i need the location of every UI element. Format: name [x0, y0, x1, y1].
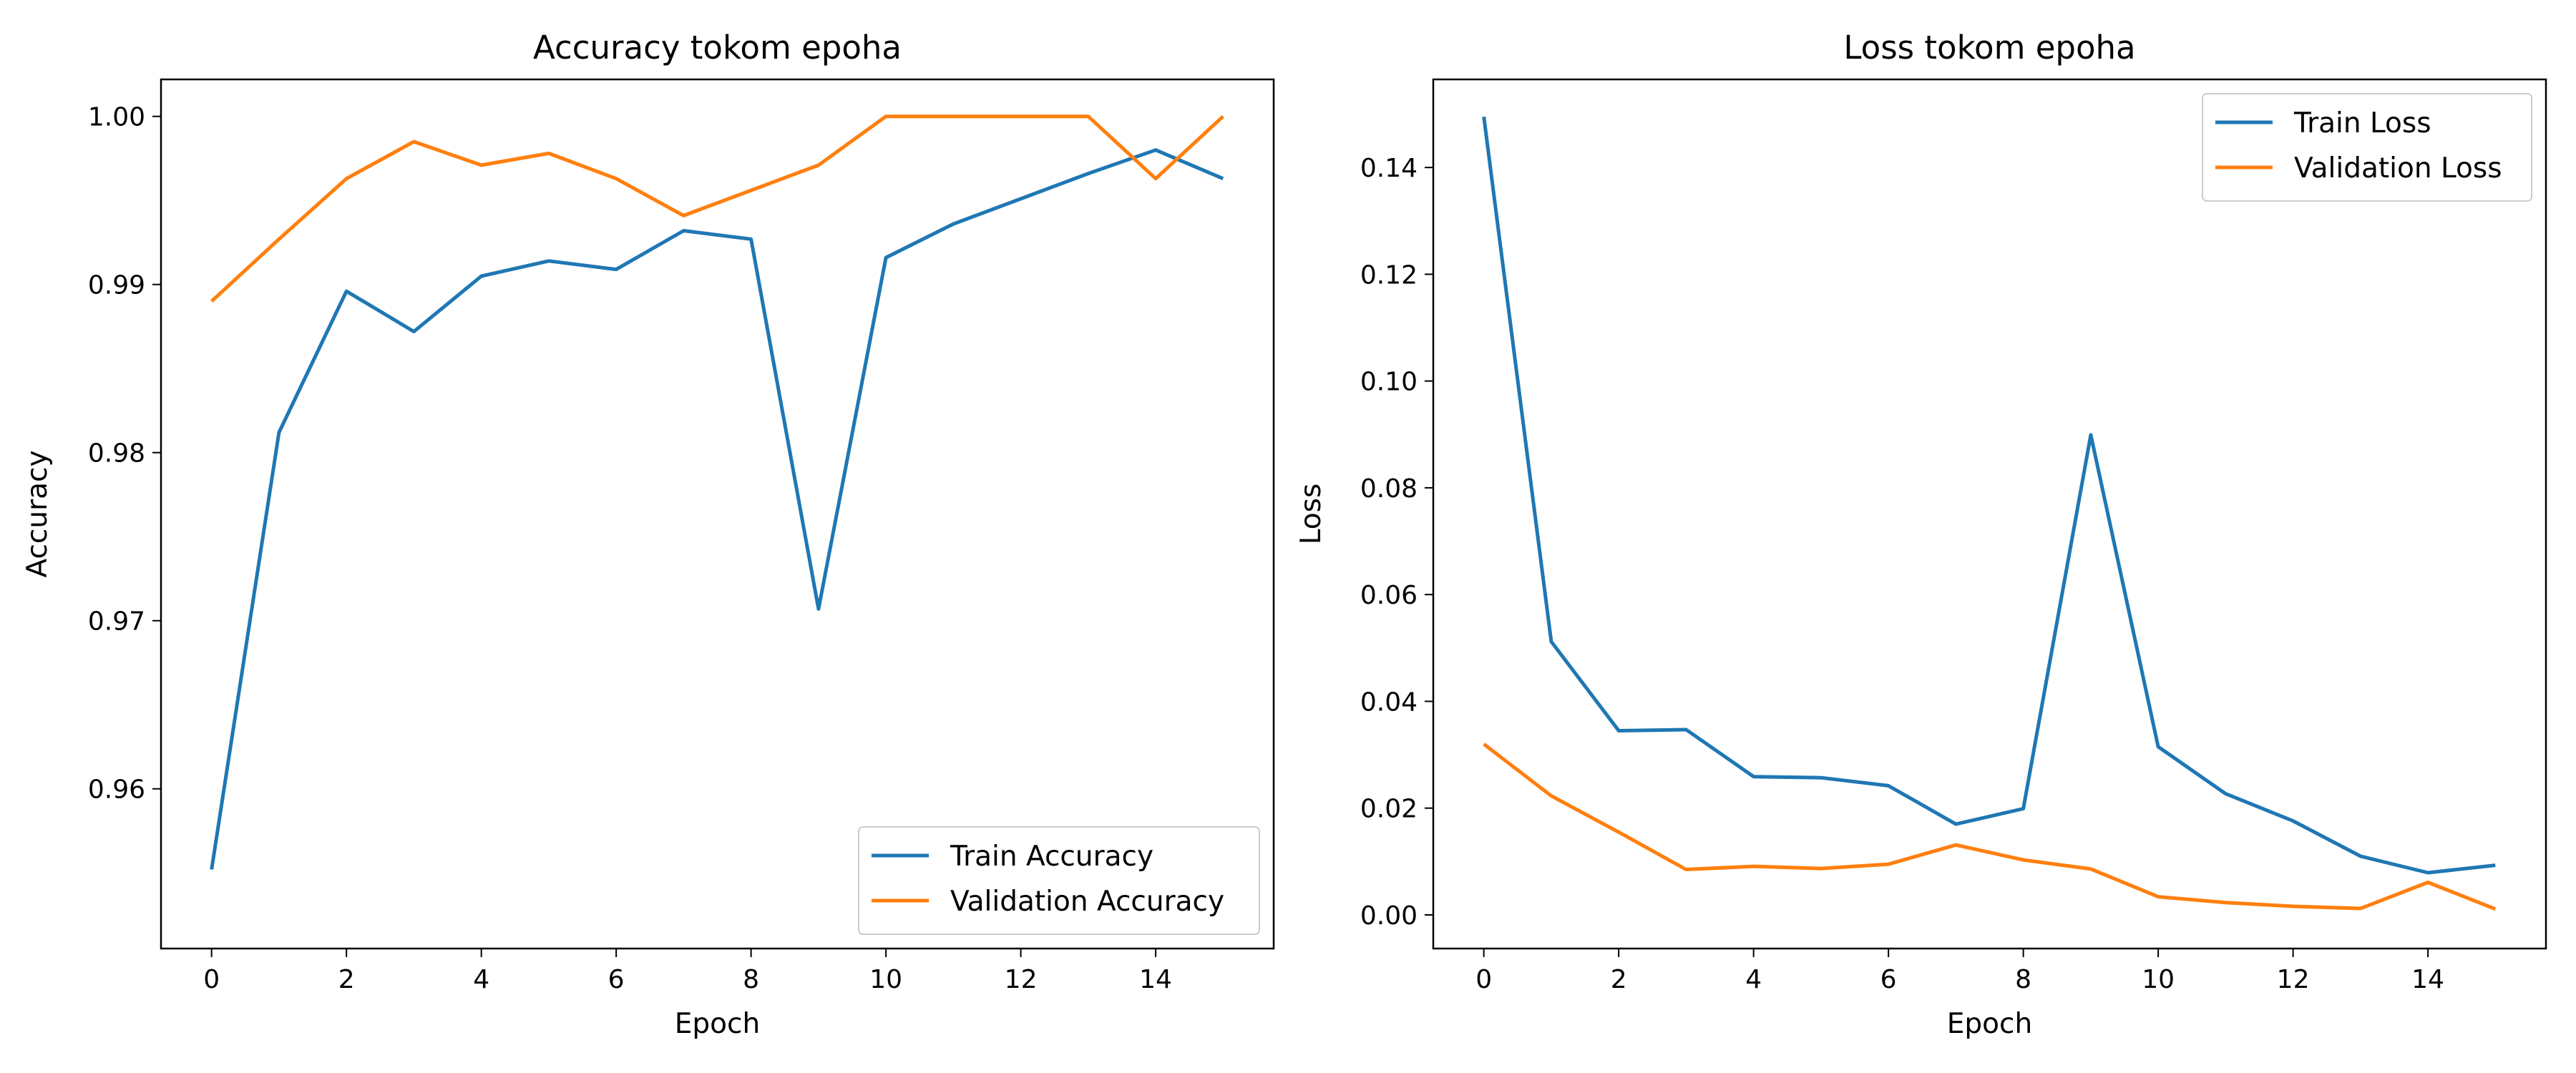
train-series-line [210, 148, 1224, 870]
x-tick-label: 10 [2142, 965, 2175, 994]
y-tick-label: 0.08 [1360, 474, 1418, 504]
x-tick-label: 8 [743, 965, 759, 994]
x-ticks: 0 2 4 6 8 10 12 14 [1475, 949, 2444, 994]
x-tick-label: 2 [1611, 965, 1627, 994]
legend: Train Loss Validation Loss [2202, 93, 2532, 202]
legend-box [858, 826, 1260, 935]
plot-area [1432, 78, 2547, 950]
legend-label-train: Train Loss [2293, 107, 2431, 139]
y-tick-label: 0.14 [1360, 154, 1418, 183]
y-tick-label: 0.99 [88, 271, 145, 300]
y-axis-label: Loss [1295, 484, 1327, 545]
x-tick-label: 2 [338, 965, 355, 994]
x-tick-label: 4 [473, 965, 489, 994]
legend: Train Accuracy Validation Accuracy [858, 826, 1260, 935]
x-tick-label: 4 [1745, 965, 1762, 994]
y-tick-label: 0.02 [1360, 795, 1418, 824]
series-lines [210, 114, 1224, 870]
y-axis-label: Accuracy [21, 450, 54, 577]
y-tick-label: 0.98 [88, 439, 145, 469]
y-tick-label: 0.97 [88, 607, 145, 637]
x-tick-label: 6 [608, 965, 625, 994]
y-tick-label: 0.10 [1360, 368, 1418, 397]
legend-label-train: Train Accuracy [950, 841, 1153, 873]
x-tick-label: 10 [869, 965, 902, 994]
legend-box [2202, 93, 2532, 202]
validation-series-line [1483, 743, 2497, 911]
x-tick-label: 14 [2411, 965, 2444, 994]
chart-title: Loss tokom epoha [1843, 29, 2135, 67]
x-tick-label: 8 [2015, 965, 2031, 994]
axes-frame [1432, 78, 2547, 950]
chart-title: Accuracy tokom epoha [533, 29, 902, 67]
y-tick-label: 0.00 [1360, 901, 1418, 931]
plot-area [160, 78, 1275, 950]
x-tick-label: 0 [203, 965, 220, 994]
x-axis-label: Epoch [675, 1008, 760, 1040]
y-tick-label: 0.06 [1360, 581, 1418, 610]
x-tick-label: 12 [1005, 965, 1038, 994]
train-series-line [1482, 116, 2496, 875]
validation-series-line [210, 114, 1224, 303]
y-tick-label: 1.00 [88, 103, 145, 132]
y-tick-label: 0.12 [1360, 260, 1418, 290]
x-tick-label: 14 [1139, 965, 1172, 994]
legend-label-validation: Validation Loss [2294, 152, 2502, 185]
y-tick-label: 0.04 [1360, 687, 1418, 717]
accuracy-chart: Accuracy tokom epoha Epoch Accuracy 0 2 4 6… [21, 29, 1275, 1040]
y-ticks: 0.00 0.02 0.04 0.06 0.08 0.10 0.12 0.14 [1360, 154, 1433, 931]
x-tick-label: 0 [1475, 965, 1492, 994]
x-tick-label: 6 [1880, 965, 1897, 994]
y-ticks: 0.96 0.97 0.98 0.99 1.00 [88, 103, 161, 805]
series-lines [1482, 116, 2497, 911]
x-ticks: 0 2 4 6 8 10 12 14 [203, 949, 1172, 994]
axes-frame [160, 78, 1275, 950]
legend-label-validation: Validation Accuracy [950, 886, 1224, 918]
x-tick-label: 12 [2277, 965, 2310, 994]
y-tick-label: 0.96 [88, 775, 145, 805]
loss-chart: Loss tokom epoha Epoch Loss 0 2 4 6 8 10 12 14 … [1295, 29, 2547, 1040]
x-axis-label: Epoch [1947, 1008, 2032, 1040]
